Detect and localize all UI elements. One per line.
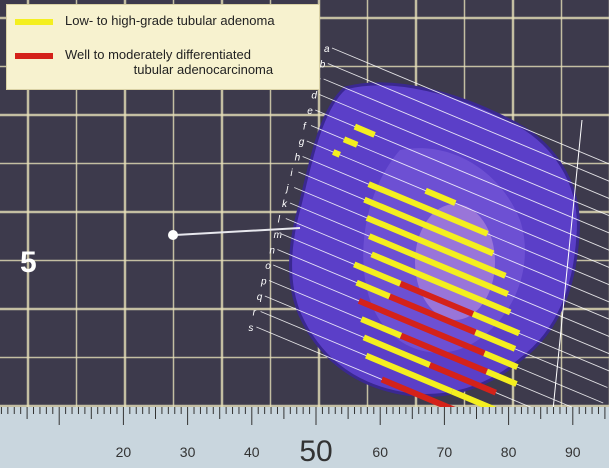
section-line xyxy=(319,94,609,217)
legend-label-adenoma: Low- to high-grade tubular adenoma xyxy=(65,13,275,28)
adenocarcinoma-bar xyxy=(357,298,486,357)
legend-item-adenoma: Low- to high-grade tubular adenoma xyxy=(15,13,275,28)
adenoma-bar xyxy=(342,136,359,148)
section-letter: b xyxy=(320,60,326,71)
scale-marker-label: 5 xyxy=(20,246,37,279)
section-letter: e xyxy=(307,106,313,117)
ruler-label: 90 xyxy=(565,444,581,460)
ruler-label: 40 xyxy=(244,444,260,460)
ruler xyxy=(0,407,609,468)
section-letter: d xyxy=(311,91,317,102)
section-letter: q xyxy=(257,292,263,303)
section-letter: a xyxy=(324,44,330,55)
section-letter: l xyxy=(278,215,281,226)
adenoma-bar xyxy=(353,123,376,138)
pin-line xyxy=(174,227,301,236)
pin-head xyxy=(168,230,178,240)
section-letter: n xyxy=(269,246,275,257)
adenocarcinoma-bar xyxy=(428,362,497,396)
section-frame-line xyxy=(549,119,583,441)
adenoma-bar xyxy=(365,352,454,395)
ruler-label: 50 xyxy=(299,435,332,468)
legend-swatch-red xyxy=(15,53,53,59)
ruler-label: 20 xyxy=(116,444,132,460)
section-letter: p xyxy=(260,277,267,288)
adenocarcinoma-bar xyxy=(399,332,488,375)
section-letter: o xyxy=(265,261,271,272)
section-line xyxy=(327,63,609,182)
adenoma-bar xyxy=(424,187,457,206)
adenoma-bar xyxy=(370,251,512,316)
section-line xyxy=(331,47,609,165)
ruler-label: 80 xyxy=(501,444,517,460)
section-letters: abcdefghijklmnopqrs xyxy=(248,44,330,334)
adenoma-bar xyxy=(355,279,391,300)
section-line xyxy=(306,140,609,268)
ruler-label: 30 xyxy=(180,444,196,460)
legend-label-adenocarcinoma: Well to moderately differentiated tubula… xyxy=(65,47,274,77)
ruler-ticks xyxy=(0,407,606,425)
adenoma-bar xyxy=(360,316,403,339)
section-letter: i xyxy=(290,168,293,179)
legend-item-adenocarcinoma: Well to moderately differentiated tubula… xyxy=(15,47,273,77)
adenoma-bar xyxy=(485,368,518,387)
section-letter: s xyxy=(248,323,253,334)
section-letter: g xyxy=(299,137,305,148)
section-letter: j xyxy=(284,184,289,195)
adenoma-bar xyxy=(367,181,489,237)
adenoma-bar xyxy=(362,334,431,368)
adenoma-bar xyxy=(471,311,521,337)
specimen-lesion xyxy=(415,204,495,320)
adenoma-bar xyxy=(368,233,509,297)
ruler-label: 60 xyxy=(372,444,388,460)
section-letter: r xyxy=(253,308,257,319)
legend: Low- to high-grade tubular adenoma Well … xyxy=(6,4,320,90)
adenoma-bar xyxy=(353,261,402,287)
section-line xyxy=(310,125,609,251)
section-letter: m xyxy=(274,230,282,241)
adenoma-bar xyxy=(363,196,495,257)
adenoma-bar xyxy=(483,350,519,370)
adenoma-bar xyxy=(365,215,507,279)
section-letter: f xyxy=(303,122,307,133)
section-line xyxy=(323,78,609,199)
adenoma-bar xyxy=(474,329,517,352)
adenocarcinoma-bar xyxy=(388,293,477,336)
adenoma-bar xyxy=(332,149,341,158)
ruler-label: 70 xyxy=(437,444,453,460)
ruler-labels: 2030405060708090100 xyxy=(116,435,581,468)
adenocarcinoma-bar xyxy=(399,280,475,317)
section-letter: h xyxy=(295,153,301,164)
legend-swatch-yellow xyxy=(15,19,53,25)
section-letter: k xyxy=(282,199,288,210)
